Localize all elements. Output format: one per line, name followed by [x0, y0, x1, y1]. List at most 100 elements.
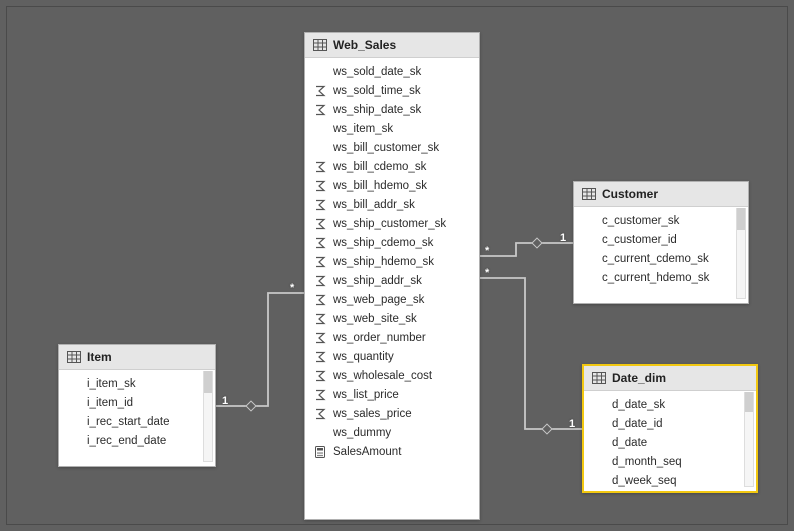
field-row[interactable]: i_item_id — [67, 393, 215, 412]
field-label: i_item_id — [87, 397, 133, 409]
field-row[interactable]: c_customer_sk — [582, 211, 748, 230]
field-label: i_rec_end_date — [87, 435, 166, 447]
table-header[interactable]: Item — [59, 345, 215, 370]
table-web_sales[interactable]: Web_Sales ws_sold_date_sk ws_sold_time_skw… — [304, 32, 480, 520]
field-label: ws_bill_hdemo_sk — [333, 180, 427, 192]
table-title: Customer — [602, 187, 658, 201]
field-row[interactable]: ws_bill_addr_sk — [313, 195, 479, 214]
field-row[interactable]: d_month_seq — [592, 452, 756, 471]
table-item[interactable]: Item i_item_sk i_item_id i_rec_start_date i_… — [58, 344, 216, 467]
field-label: ws_ship_customer_sk — [333, 218, 446, 230]
field-label: d_date — [612, 437, 647, 449]
cardinality-one: 1 — [560, 232, 566, 244]
field-label: ws_bill_cdemo_sk — [333, 161, 426, 173]
sum-icon — [314, 256, 326, 268]
field-row[interactable]: i_item_sk — [67, 374, 215, 393]
field-row[interactable]: c_customer_id — [582, 230, 748, 249]
field-row[interactable]: ws_bill_customer_sk — [313, 138, 479, 157]
field-row[interactable]: ws_quantity — [313, 347, 479, 366]
relationship-line[interactable] — [216, 293, 304, 406]
field-row[interactable]: d_week_seq — [592, 471, 756, 490]
sum-icon — [314, 199, 326, 211]
sum-icon — [314, 332, 326, 344]
relationship-filter-cap — [541, 423, 552, 434]
table-header[interactable]: Date_dim — [584, 366, 756, 391]
sum-icon — [314, 218, 326, 230]
field-label: ws_ship_hdemo_sk — [333, 256, 434, 268]
field-row[interactable]: ws_order_number — [313, 328, 479, 347]
scrollbar[interactable] — [736, 208, 746, 299]
field-row[interactable]: ws_ship_date_sk — [313, 100, 479, 119]
table-icon — [67, 351, 81, 363]
field-label: c_current_hdemo_sk — [602, 272, 709, 284]
field-row[interactable]: ws_ship_hdemo_sk — [313, 252, 479, 271]
field-label: d_week_seq — [612, 475, 677, 487]
table-header[interactable]: Customer — [574, 182, 748, 207]
field-row[interactable]: ws_item_sk — [313, 119, 479, 138]
field-row[interactable]: ws_sold_date_sk — [313, 62, 479, 81]
sum-icon — [314, 275, 326, 287]
scrollbar[interactable] — [203, 371, 213, 462]
relationship-line[interactable] — [480, 243, 573, 256]
calculator-icon — [314, 446, 326, 458]
table-title: Date_dim — [612, 371, 666, 385]
field-row[interactable]: d_date_id — [592, 414, 756, 433]
scrollbar[interactable] — [744, 392, 754, 487]
field-row[interactable]: d_date_sk — [592, 395, 756, 414]
table-customer[interactable]: Customer c_customer_sk c_customer_id c_curr… — [573, 181, 749, 304]
field-label: ws_item_sk — [333, 123, 393, 135]
field-row[interactable]: c_current_hdemo_sk — [582, 268, 748, 287]
field-label: c_current_cdemo_sk — [602, 253, 709, 265]
field-label: ws_sales_price — [333, 408, 412, 420]
table-header[interactable]: Web_Sales — [305, 33, 479, 58]
field-row[interactable]: i_rec_end_date — [67, 431, 215, 450]
field-row[interactable]: ws_bill_cdemo_sk — [313, 157, 479, 176]
field-label: ws_dummy — [333, 427, 391, 439]
field-row[interactable]: ws_web_site_sk — [313, 309, 479, 328]
table-date_dim[interactable]: Date_dim d_date_skd_date_id d_date d_month_… — [582, 364, 758, 493]
field-row[interactable]: ws_web_page_sk — [313, 290, 479, 309]
field-label: ws_bill_customer_sk — [333, 142, 439, 154]
table-icon — [313, 39, 327, 51]
field-row[interactable]: d_date — [592, 433, 756, 452]
sum-icon — [314, 389, 326, 401]
sum-icon — [314, 180, 326, 192]
sum-icon — [314, 104, 326, 116]
sum-icon — [314, 237, 326, 249]
field-row[interactable]: ws_bill_hdemo_sk — [313, 176, 479, 195]
field-label: ws_quantity — [333, 351, 394, 363]
table-icon — [592, 372, 606, 384]
field-label: ws_ship_date_sk — [333, 104, 421, 116]
field-label: ws_bill_addr_sk — [333, 199, 415, 211]
field-label: d_month_seq — [612, 456, 682, 468]
field-row[interactable]: ws_ship_cdemo_sk — [313, 233, 479, 252]
sum-icon — [314, 351, 326, 363]
model-canvas[interactable]: Item i_item_sk i_item_id i_rec_start_date i_… — [6, 6, 788, 525]
field-label: ws_sold_date_sk — [333, 66, 421, 78]
field-label: i_rec_start_date — [87, 416, 169, 428]
field-row[interactable]: c_current_cdemo_sk — [582, 249, 748, 268]
field-row[interactable]: ws_sales_price — [313, 404, 479, 423]
field-row[interactable]: SalesAmount — [313, 442, 479, 461]
field-row[interactable]: i_rec_start_date — [67, 412, 215, 431]
table-icon — [582, 188, 596, 200]
sum-icon — [314, 370, 326, 382]
relationship-line[interactable] — [480, 278, 582, 429]
table-title: Web_Sales — [333, 38, 396, 52]
field-row[interactable]: ws_ship_addr_sk — [313, 271, 479, 290]
cardinality-many: * — [485, 267, 489, 279]
field-list: d_date_skd_date_id d_date d_month_seq d_wee… — [584, 391, 756, 491]
field-row[interactable]: ws_dummy — [313, 423, 479, 442]
field-label: ws_ship_cdemo_sk — [333, 237, 433, 249]
sum-icon — [314, 313, 326, 325]
sum-icon — [314, 408, 326, 420]
field-row[interactable]: ws_ship_customer_sk — [313, 214, 479, 233]
field-label: ws_wholesale_cost — [333, 370, 432, 382]
field-row[interactable]: ws_sold_time_sk — [313, 81, 479, 100]
field-label: c_customer_sk — [602, 215, 679, 227]
field-row[interactable]: ws_list_price — [313, 385, 479, 404]
relationship-filter-cap — [531, 237, 542, 248]
sum-icon — [314, 85, 326, 97]
field-row[interactable]: ws_wholesale_cost — [313, 366, 479, 385]
field-label: i_item_sk — [87, 378, 136, 390]
